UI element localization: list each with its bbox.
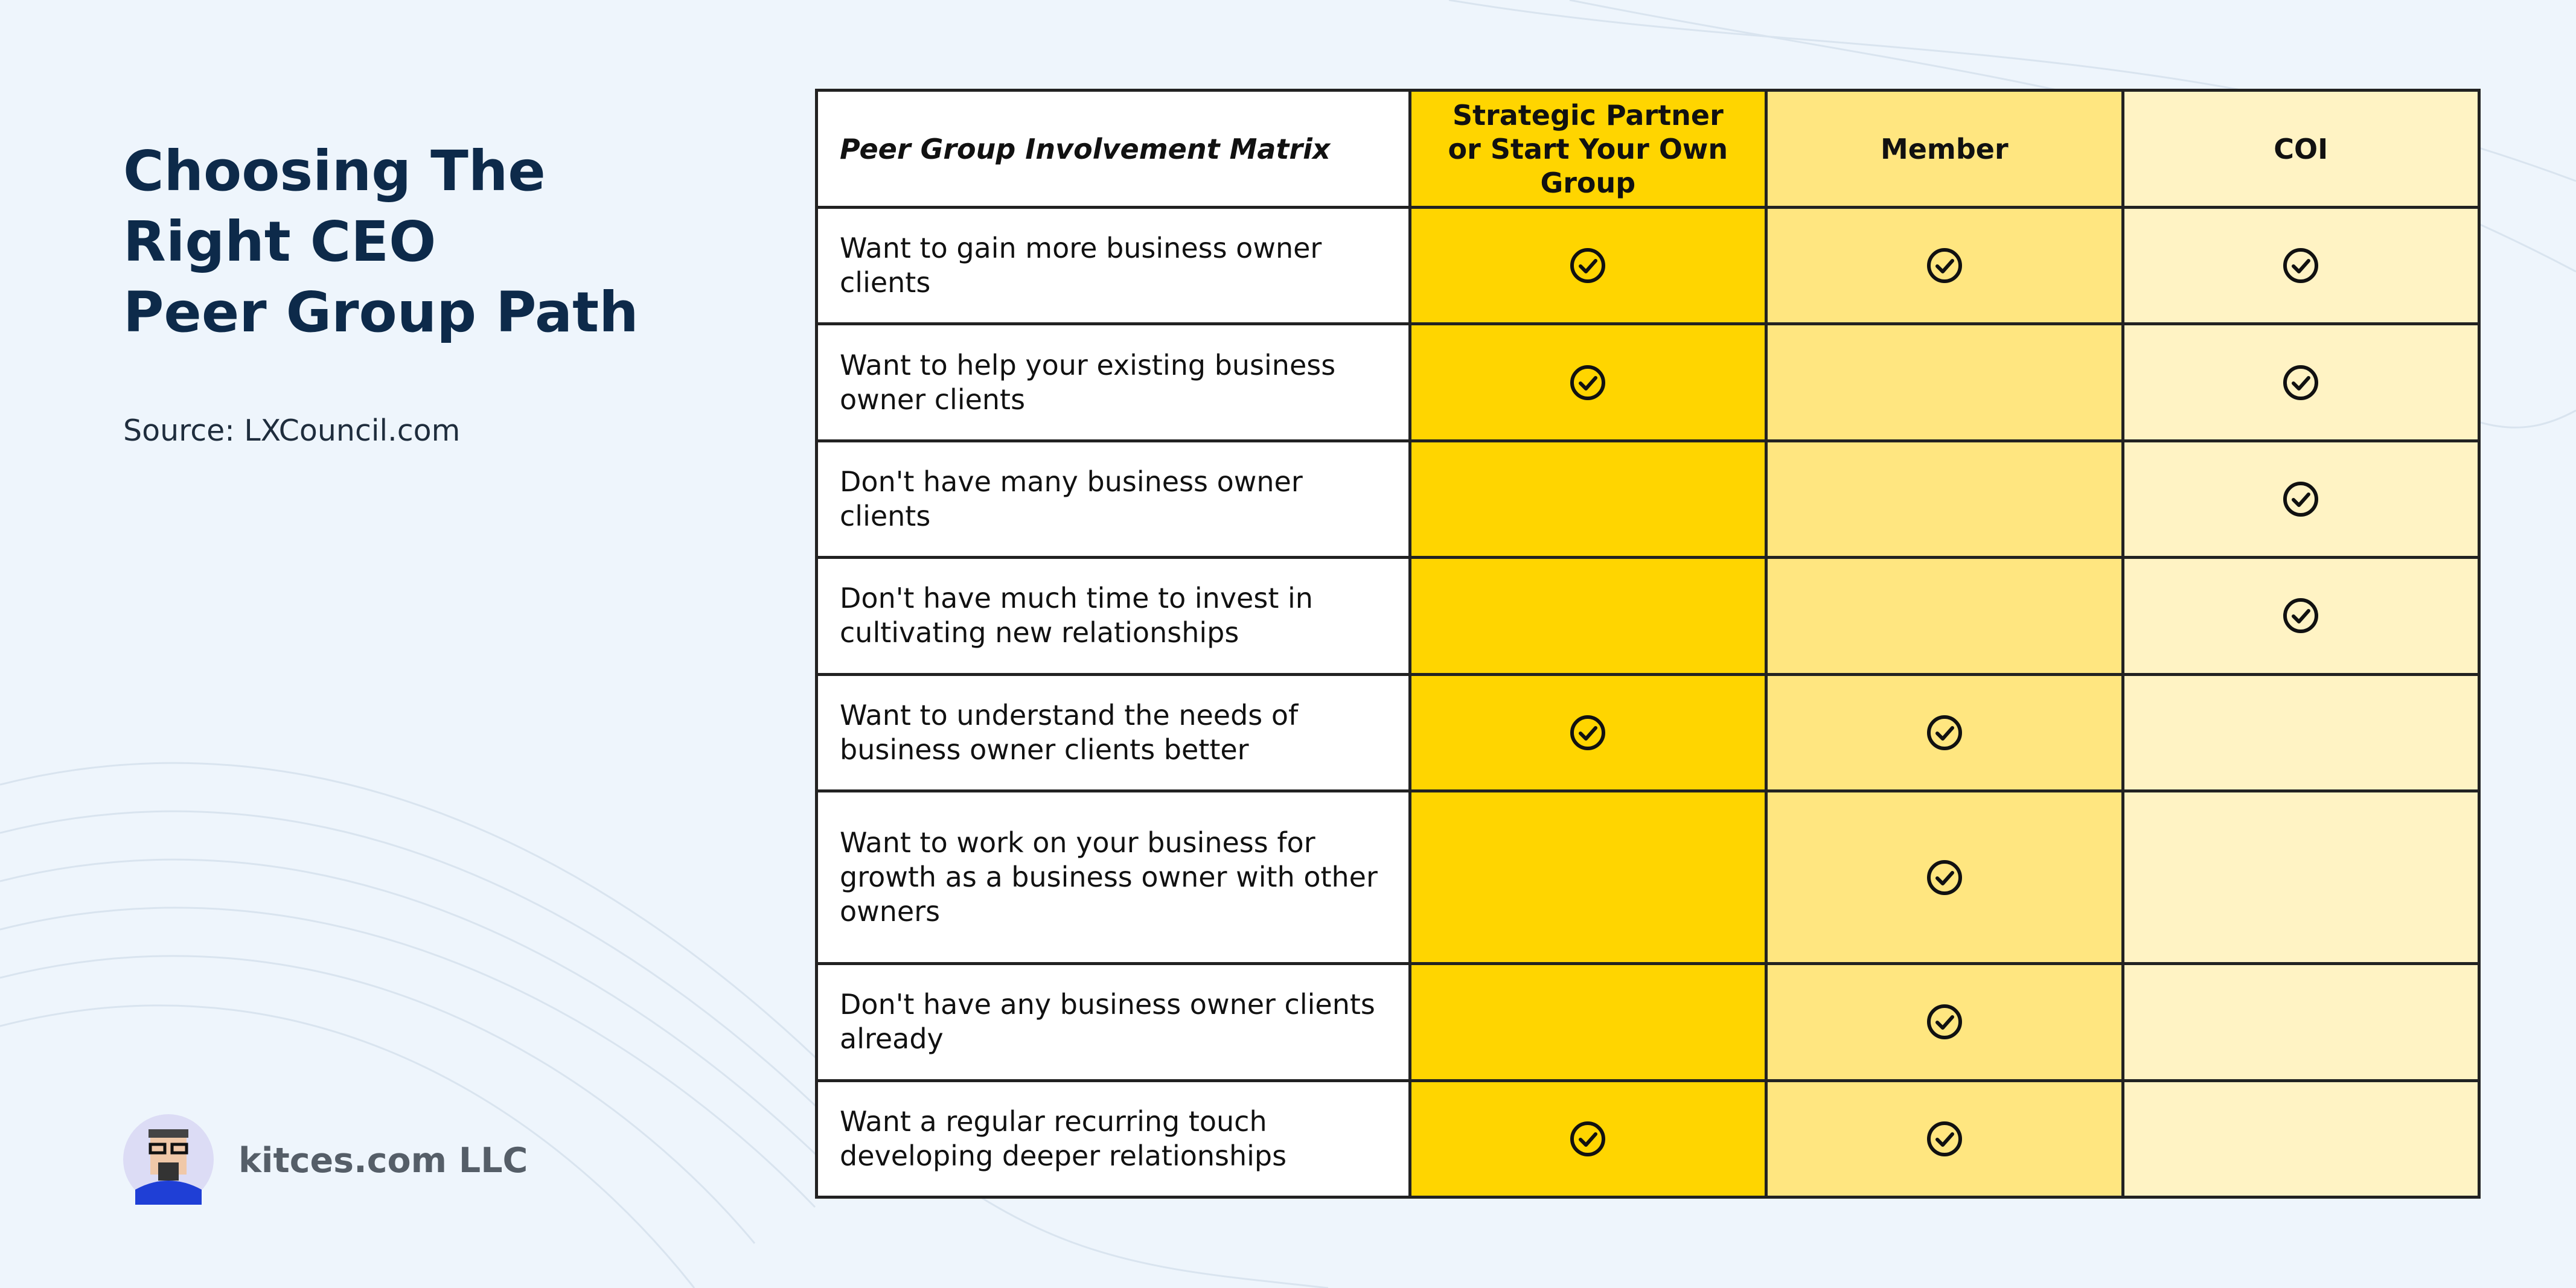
brand: kitces.com LLC xyxy=(238,1141,528,1181)
row-label: Want to help your existing business owne… xyxy=(815,322,1411,442)
row: Want to help your existing business owne… xyxy=(815,322,2481,442)
check-cell xyxy=(1765,1079,2124,1199)
check-cell xyxy=(2121,205,2481,326)
row: Want a regular recurring touch developin… xyxy=(815,1079,2481,1199)
column-header: Peer Group Involvement Matrix xyxy=(815,89,1411,209)
row-label: Don't have any business owner clients al… xyxy=(815,962,1411,1082)
check-icon xyxy=(1570,365,1606,400)
check-icon xyxy=(1926,248,1962,284)
row: Don't have much time to invest in cultiv… xyxy=(815,556,2481,676)
title-line: Peer Group Path xyxy=(123,280,639,345)
check-cell xyxy=(2121,322,2481,442)
check-cell xyxy=(1408,672,1768,793)
row: Don't have any business owner clients al… xyxy=(815,962,2481,1082)
column-header: COI xyxy=(2121,89,2481,209)
check-icon xyxy=(1570,1121,1606,1156)
check-cell xyxy=(1408,205,1768,326)
row-label: Want a regular recurring touch developin… xyxy=(815,1079,1411,1199)
title: Choosing The Right CEO Peer Group Path xyxy=(123,136,639,348)
column-header: Strategic Partner or Start Your Own Grou… xyxy=(1408,89,1768,209)
row-label: Don't have much time to invest in cultiv… xyxy=(815,556,1411,676)
check-cell xyxy=(2121,1079,2481,1199)
check-cell xyxy=(1765,322,2124,442)
source: Source: LXCouncil.com xyxy=(123,413,461,448)
check-cell xyxy=(2121,962,2481,1082)
check-icon xyxy=(2283,248,2319,284)
row-label: Want to work on your business for growth… xyxy=(815,789,1411,966)
check-icon xyxy=(1926,1121,1962,1156)
check-cell xyxy=(1765,205,2124,326)
check-icon xyxy=(2283,598,2319,634)
column-header: Member xyxy=(1765,89,2124,209)
check-cell xyxy=(2121,556,2481,676)
check-icon xyxy=(2283,365,2319,400)
check-cell xyxy=(1765,962,2124,1082)
check-icon xyxy=(1926,1004,1962,1040)
title-line: Choosing The xyxy=(123,139,546,203)
check-cell xyxy=(1408,556,1768,676)
check-icon xyxy=(1570,248,1606,284)
check-cell xyxy=(1408,322,1768,442)
row-label: Don't have many business owner clients xyxy=(815,439,1411,560)
check-icon xyxy=(1926,859,1962,895)
row: Want to understand the needs of business… xyxy=(815,672,2481,793)
avatar xyxy=(123,1114,214,1205)
row: Want to gain more business owner clients xyxy=(815,205,2481,326)
check-cell xyxy=(2121,672,2481,793)
row: Don't have many business owner clients xyxy=(815,439,2481,560)
matrix-table: Peer Group Involvement Matrix Strategic P… xyxy=(815,89,2481,1199)
check-cell xyxy=(1765,789,2124,966)
row-label: Want to understand the needs of business… xyxy=(815,672,1411,793)
check-cell xyxy=(1408,789,1768,966)
check-cell xyxy=(1408,439,1768,560)
check-cell xyxy=(1408,962,1768,1082)
check-icon xyxy=(1926,715,1962,750)
check-cell xyxy=(1765,556,2124,676)
check-cell xyxy=(2121,439,2481,560)
row-label: Want to gain more business owner clients xyxy=(815,205,1411,326)
check-cell xyxy=(1408,1079,1768,1199)
check-cell xyxy=(2121,789,2481,966)
check-cell xyxy=(1765,439,2124,560)
check-cell xyxy=(1765,672,2124,793)
row: Want to work on your business for growth… xyxy=(815,789,2481,966)
title-line: Right CEO xyxy=(123,209,436,274)
check-icon xyxy=(2283,482,2319,517)
check-icon xyxy=(1570,715,1606,750)
